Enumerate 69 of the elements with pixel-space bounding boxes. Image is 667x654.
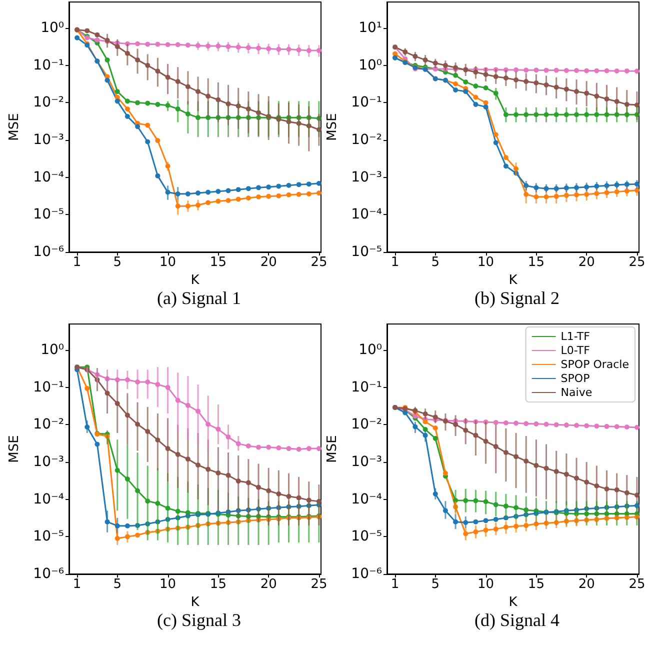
x-tick-label: 1 bbox=[72, 255, 82, 270]
x-axis-title: K bbox=[190, 272, 200, 288]
legend-label: L1-TF bbox=[560, 330, 590, 343]
legend-label: Naive bbox=[560, 386, 592, 399]
text: (b) Signal 2 bbox=[474, 288, 560, 308]
y-tick-label: 10⁻³ bbox=[33, 454, 64, 470]
y-tick-label: 10⁻¹ bbox=[33, 379, 64, 396]
y-tick-label: 10⁻³ bbox=[351, 454, 382, 470]
x-tick-label: 10 bbox=[160, 255, 176, 270]
y-tick-label: 10⁻⁴ bbox=[33, 491, 64, 508]
text: (a) Signal 1 bbox=[157, 288, 241, 308]
y-tick-label: 10⁰ bbox=[358, 342, 382, 358]
y-tick-label: 10⁰ bbox=[358, 57, 382, 74]
y-tick-label: 10⁻² bbox=[351, 416, 382, 433]
legend-label: SPOP bbox=[560, 372, 590, 385]
x-tick-label: 1 bbox=[72, 577, 82, 592]
x-axis-title: K bbox=[190, 594, 200, 610]
y-axis-title: MSE bbox=[7, 113, 22, 141]
y-tick-label: 10⁻⁵ bbox=[33, 206, 64, 223]
x-tick-label: 5 bbox=[113, 577, 122, 592]
x-tick-label: 10 bbox=[478, 255, 494, 270]
x-tick-label: 10 bbox=[160, 577, 176, 592]
x-tick-label: 20 bbox=[578, 577, 595, 592]
y-tick-label: 10⁻⁵ bbox=[33, 528, 64, 545]
x-tick-label: 25 bbox=[628, 255, 646, 270]
y-tick-label: 10⁻⁶ bbox=[33, 244, 64, 260]
y-tick-label: 10⁻³ bbox=[33, 132, 64, 148]
text: (d) Signal 4 bbox=[474, 610, 560, 630]
y-tick-label: 10⁻⁴ bbox=[33, 169, 64, 186]
x-tick-label: 20 bbox=[260, 577, 277, 592]
x-tick-label: 5 bbox=[113, 255, 122, 270]
y-tick-label: 10⁰ bbox=[40, 20, 64, 36]
y-tick-label: 10⁰ bbox=[40, 342, 64, 358]
y-tick-label: 10⁻³ bbox=[351, 169, 382, 186]
x-axis-title: K bbox=[508, 272, 518, 288]
y-tick-label: 10⁻² bbox=[33, 94, 64, 111]
x-tick-label: 15 bbox=[528, 255, 544, 270]
x-tick-label: 10 bbox=[478, 577, 494, 592]
y-tick-label: 10⁻¹ bbox=[351, 379, 382, 396]
y-tick-label: 10⁻¹ bbox=[351, 94, 382, 111]
y-axis-title: MSE bbox=[325, 113, 340, 141]
x-tick-label: 5 bbox=[431, 577, 440, 592]
x-tick-label: 25 bbox=[310, 577, 328, 592]
legend-label: SPOP Oracle bbox=[560, 358, 630, 371]
y-tick-label: 10¹ bbox=[358, 20, 382, 36]
x-tick-label: 1 bbox=[390, 577, 400, 592]
legend-label: L0-TF bbox=[560, 344, 590, 357]
x-tick-label: 25 bbox=[628, 577, 646, 592]
x-tick-label: 25 bbox=[310, 255, 328, 270]
y-tick-label: 10⁻⁵ bbox=[351, 528, 382, 545]
x-tick-label: 15 bbox=[210, 255, 226, 270]
x-tick-label: 1 bbox=[390, 255, 400, 270]
y-tick-label: 10⁻⁶ bbox=[33, 566, 64, 582]
x-tick-label: 15 bbox=[528, 577, 544, 592]
y-tick-label: 10⁻¹ bbox=[33, 57, 64, 74]
y-axis-title: MSE bbox=[325, 435, 340, 463]
y-tick-label: 10⁻² bbox=[351, 132, 382, 148]
y-tick-label: 10⁻⁵ bbox=[351, 244, 382, 260]
text: (c) Signal 3 bbox=[157, 610, 241, 630]
x-axis-title: K bbox=[508, 594, 518, 610]
y-axis-title: MSE bbox=[7, 435, 22, 463]
x-tick-label: 15 bbox=[210, 577, 226, 592]
x-tick-label: 20 bbox=[578, 255, 595, 270]
y-tick-label: 10⁻² bbox=[33, 416, 64, 433]
y-tick-label: 10⁻⁶ bbox=[351, 566, 382, 582]
x-tick-label: 20 bbox=[260, 255, 277, 270]
x-tick-label: 5 bbox=[431, 255, 440, 270]
y-tick-label: 10⁻⁴ bbox=[351, 206, 382, 223]
y-tick-label: 10⁻⁴ bbox=[351, 491, 382, 508]
